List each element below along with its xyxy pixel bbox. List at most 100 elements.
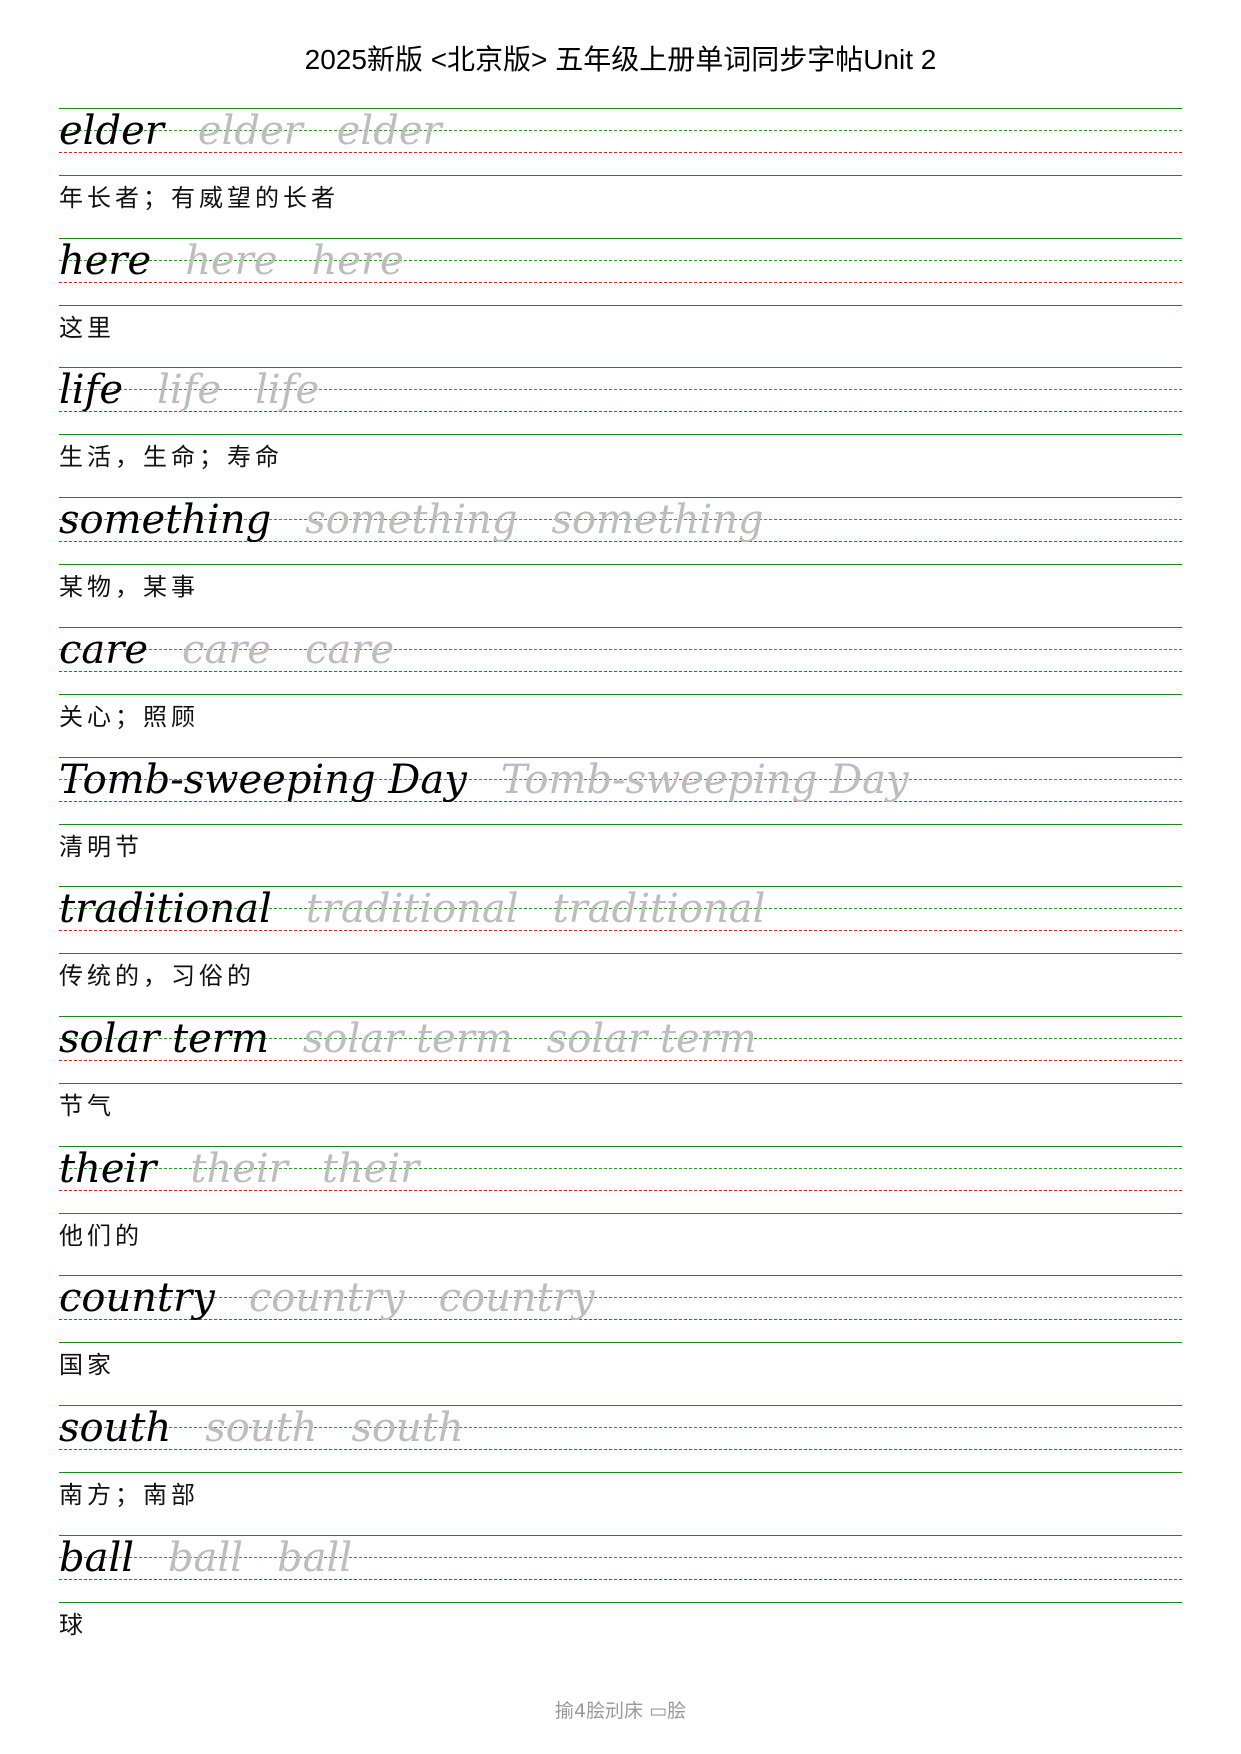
word: their	[59, 1145, 157, 1192]
trace-word: traditional	[305, 886, 519, 933]
trace-word: ball	[168, 1534, 244, 1581]
guide-line	[59, 1059, 1182, 1061]
trace-word: country	[438, 1275, 595, 1322]
word-meaning: 国家	[59, 1351, 115, 1380]
guide-line	[59, 175, 1182, 176]
word-row: solar term solar term solar term 节气	[59, 1014, 1182, 1146]
trace-word: elder	[336, 108, 442, 154]
guide-line	[59, 411, 1182, 413]
guide-line	[59, 1405, 1182, 1406]
guide-line	[59, 1212, 1182, 1214]
word-meaning: 清明节	[59, 832, 143, 861]
trace-word: south	[351, 1405, 464, 1451]
guide-line	[59, 434, 1182, 436]
word-line: south south south	[59, 1403, 464, 1453]
guide-line	[59, 1189, 1182, 1191]
word-row: Tomb-sweeping Day Tomb-sweeping Day 清明节	[59, 755, 1182, 887]
guide-line	[59, 1015, 1182, 1017]
trace-word: here	[311, 237, 404, 284]
trace-word: solar term	[546, 1015, 757, 1062]
word: ball	[59, 1534, 135, 1581]
guide-line	[59, 670, 1182, 672]
guide-line	[59, 564, 1182, 566]
guide-line	[59, 1037, 1182, 1039]
guide-line	[59, 1556, 1182, 1558]
word-line: Tomb-sweeping Day Tomb-sweeping Day	[59, 755, 909, 805]
trace-word: life	[157, 367, 222, 414]
guide-line	[59, 389, 1182, 391]
guide-line	[59, 1319, 1182, 1321]
trace-word: traditional	[552, 886, 766, 933]
word-line: country country country	[59, 1273, 594, 1323]
word-row: their their their 他们的	[59, 1144, 1182, 1276]
word-row: elder elder elder 年长者；有威望的长者	[59, 108, 1182, 238]
word-row: life life life 生活，生命；寿命	[59, 367, 1182, 497]
word-line: traditional traditional traditional	[59, 884, 765, 934]
word-meaning: 传统的，习俗的	[59, 962, 255, 991]
trace-word: life	[255, 367, 320, 414]
word: traditional	[59, 886, 272, 933]
word: elder	[59, 108, 164, 154]
guide-line	[59, 497, 1182, 499]
word-line: something something something	[59, 495, 764, 545]
word-meaning: 球	[59, 1610, 87, 1639]
guide-line	[59, 304, 1182, 306]
word: country	[59, 1275, 215, 1322]
word-line: their their their	[59, 1144, 419, 1194]
word-meaning: 某物，某事	[59, 573, 199, 602]
word-row: care care care 关心；照顾	[59, 625, 1182, 757]
word-line: care care care	[59, 625, 394, 675]
word-row: here here here 这里	[59, 236, 1182, 368]
trace-word: care	[305, 626, 395, 673]
word: life	[59, 367, 124, 414]
trace-word: country	[248, 1275, 405, 1322]
guide-line	[59, 237, 1182, 239]
page-title: 2025新版 <北京版> 五年级上册单词同步字帖Unit 2	[304, 44, 937, 75]
word-row: traditional traditional traditional 传统的，习俗的	[59, 886, 1182, 1016]
trace-word: care	[182, 626, 272, 673]
trace-word: south	[205, 1405, 318, 1451]
guide-line	[59, 1167, 1182, 1169]
guide-line	[59, 693, 1182, 695]
word-line: life life life	[59, 365, 319, 415]
guide-line	[59, 908, 1182, 910]
guide-line	[59, 930, 1182, 932]
guide-line	[59, 1427, 1182, 1428]
word: Tomb-sweeping Day	[59, 756, 467, 803]
guide-line	[59, 259, 1182, 261]
word: here	[59, 237, 152, 284]
trace-word: Tomb-sweeping Day	[500, 756, 909, 803]
guide-line	[59, 1534, 1182, 1536]
word: solar term	[59, 1015, 269, 1062]
word-line: here here here	[59, 236, 404, 286]
word-meaning: 节气	[59, 1091, 115, 1120]
word-row: something something something 某物，某事	[59, 497, 1182, 627]
trace-word: ball	[277, 1534, 353, 1581]
trace-word: elder	[197, 108, 303, 154]
guide-line	[59, 953, 1182, 955]
trace-word: their	[321, 1145, 420, 1192]
guide-line	[59, 778, 1182, 780]
guide-line	[59, 1472, 1182, 1473]
guide-line	[59, 1082, 1182, 1084]
word: south	[59, 1405, 172, 1451]
trace-word: solar term	[302, 1015, 513, 1062]
guide-line	[59, 1342, 1182, 1344]
guide-line	[59, 152, 1182, 153]
word-meaning: 他们的	[59, 1221, 143, 1250]
trace-word: something	[305, 497, 518, 544]
trace-word: something	[551, 497, 764, 544]
guide-line	[59, 130, 1182, 131]
guide-line	[59, 367, 1182, 369]
trace-word: here	[185, 237, 278, 284]
guide-line	[59, 541, 1182, 543]
word-meaning: 年长者；有威望的长者	[59, 184, 339, 212]
word-line: solar term solar term solar term	[59, 1014, 757, 1064]
guide-line	[59, 1145, 1182, 1147]
guide-line	[59, 1578, 1182, 1580]
word-line: elder elder elder	[59, 106, 442, 156]
guide-line	[59, 1601, 1182, 1603]
guide-line	[59, 823, 1182, 825]
guide-line	[59, 626, 1182, 628]
word-meaning: 关心；照顾	[59, 702, 199, 731]
